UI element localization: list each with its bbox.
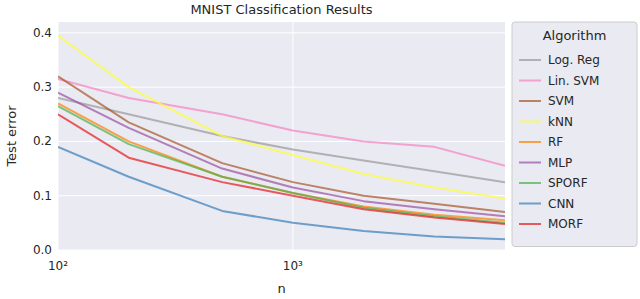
grid-line xyxy=(58,87,505,88)
legend: Algorithm Log. Reg Lin. SVM SVM kNN RF MLP SPOR… xyxy=(512,22,637,247)
y-tick-label: 0.2 xyxy=(33,134,52,148)
series-line xyxy=(58,114,505,224)
grid-line xyxy=(58,195,505,196)
legend-swatch xyxy=(519,100,541,102)
grid-line xyxy=(58,250,505,251)
legend-label: Log. Reg xyxy=(548,53,600,67)
y-tick-label: 0.3 xyxy=(33,80,52,94)
legend-label: CNN xyxy=(548,197,574,211)
legend-swatch xyxy=(519,141,541,143)
y-tick-label: 0.1 xyxy=(33,189,52,203)
legend-swatch xyxy=(519,203,541,205)
grid-line xyxy=(58,32,505,33)
legend-label: SPORF xyxy=(548,176,588,190)
legend-swatch xyxy=(519,121,541,123)
y-tick-label: 0.0 xyxy=(33,243,52,257)
series-line xyxy=(58,36,505,199)
legend-swatch xyxy=(519,182,541,184)
x-tick-label: 10³ xyxy=(283,259,303,273)
legend-swatch xyxy=(519,59,541,61)
legend-box xyxy=(512,22,637,247)
legend-title: Algorithm xyxy=(543,28,607,43)
legend-label: SVM xyxy=(548,94,574,108)
legend-label: kNN xyxy=(548,115,573,129)
y-tick-label: 0.4 xyxy=(33,26,52,40)
y-axis-label: Test error xyxy=(4,105,19,168)
chart: 0.0 0.1 0.2 0.3 0.4 10² 10³ MNIST Classificatio… xyxy=(0,0,640,299)
legend-swatch xyxy=(519,223,541,225)
legend-label: MLP xyxy=(548,156,572,170)
legend-label: RF xyxy=(548,135,563,149)
legend-swatch xyxy=(519,80,541,82)
series-line xyxy=(58,106,505,223)
plot-area xyxy=(58,22,505,250)
grid-line xyxy=(58,22,59,250)
x-tick-label: 10² xyxy=(48,259,68,273)
series-line xyxy=(58,103,505,220)
legend-label: MORF xyxy=(548,217,583,231)
x-axis-label: n xyxy=(277,281,285,296)
legend-swatch xyxy=(519,162,541,164)
series-group xyxy=(58,36,505,240)
legend-label: Lin. SVM xyxy=(548,74,599,88)
grid-line xyxy=(292,22,293,250)
series-line xyxy=(58,76,505,212)
title: MNIST Classification Results xyxy=(190,2,372,17)
